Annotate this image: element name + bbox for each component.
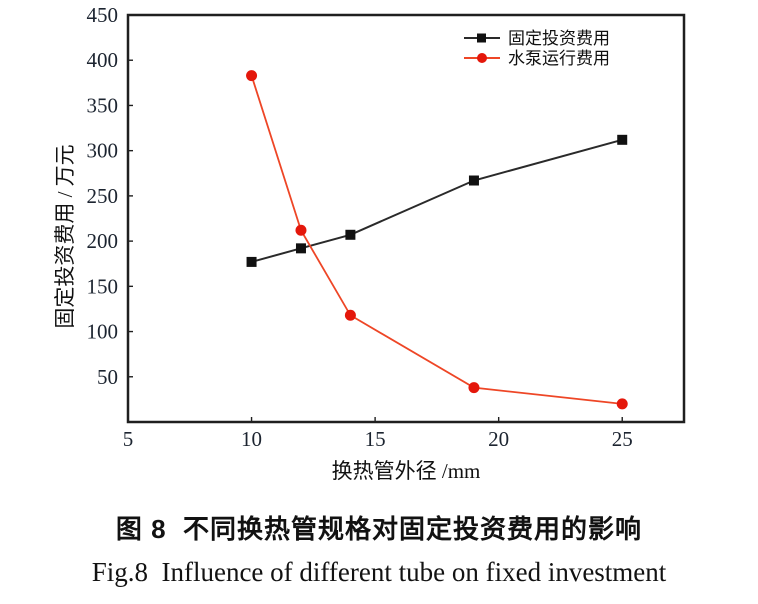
series-1-point-14 xyxy=(344,309,356,321)
y-tick-label-200: 200 xyxy=(87,229,119,253)
plot-border xyxy=(126,13,686,424)
line-chart: 5 10 15 20 25 50 100 150 200 250 300 350 400 450 换热管外径… xyxy=(53,3,686,483)
y-tick-label-400: 400 xyxy=(87,48,119,72)
y-tick-label-350: 350 xyxy=(87,93,119,117)
series-0-point-12 xyxy=(295,243,306,254)
series-1-point-25 xyxy=(616,398,628,410)
series-0-point-10 xyxy=(246,256,257,267)
y-tick-label-450: 450 xyxy=(87,3,119,27)
x-axis-title: 换热管外径 /mm xyxy=(332,459,481,483)
series-1-point-10 xyxy=(246,70,258,82)
x-tick-label-5: 5 xyxy=(123,427,134,451)
y-tick-label-150: 150 xyxy=(87,274,119,298)
legend-marker-circle-icon xyxy=(477,53,487,63)
series-1-point-12 xyxy=(295,224,307,236)
series-0-line xyxy=(251,138,623,263)
y-axis-title: 固定投资费用 / 万元 xyxy=(53,144,77,328)
y-tick-label-50: 50 xyxy=(97,365,118,389)
figure-caption-en: Fig.8 Influence of different tube on fix… xyxy=(91,557,667,587)
series-0-point-25 xyxy=(617,134,628,145)
series-1-line xyxy=(250,75,623,405)
series-0-point-14 xyxy=(345,229,356,240)
y-tick-label-100: 100 xyxy=(87,320,119,344)
y-tick-label-300: 300 xyxy=(87,139,119,163)
series-0-point-19 xyxy=(468,175,479,186)
x-tick-label-25: 25 xyxy=(612,427,633,451)
x-tick-label-15: 15 xyxy=(365,427,386,451)
legend-marker-square-icon xyxy=(477,33,486,43)
figure-caption-zh: 图 8 不同换热管规格对固定投资费用的影响 xyxy=(115,514,643,544)
x-tick-label-10: 10 xyxy=(241,427,262,451)
y-tick-label-250: 250 xyxy=(87,184,119,208)
legend-label-0: 固定投资费用 xyxy=(508,29,610,48)
x-tick-label-20: 20 xyxy=(488,427,509,451)
series-1-point-19 xyxy=(468,382,480,394)
legend-label-1: 水泵运行费用 xyxy=(508,49,610,68)
